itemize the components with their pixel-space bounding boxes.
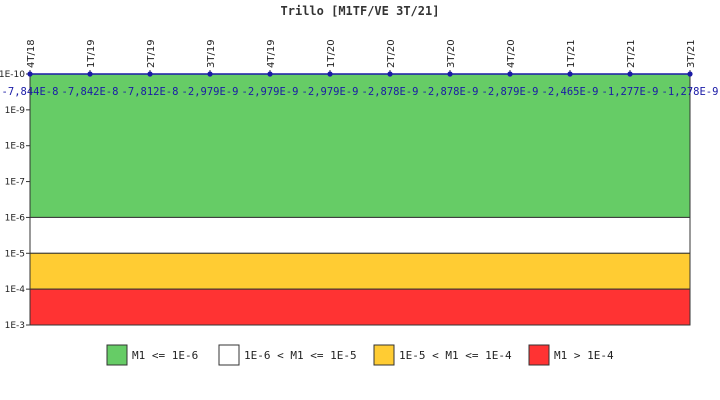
x-tick-label: 1T/20: [326, 39, 337, 68]
data-point: [687, 71, 693, 77]
data-point: [87, 71, 93, 77]
y-tick-label: 1E-4: [5, 285, 26, 295]
data-point: [627, 71, 633, 77]
y-tick-label: 1E-9: [5, 106, 26, 116]
data-label: -7,842E-8: [62, 86, 119, 98]
x-tick-label: 4T/19: [266, 39, 277, 68]
x-tick-label: 2T/20: [386, 39, 397, 68]
legend-swatch: [106, 344, 128, 366]
y-tick-label: 1E-10: [0, 70, 25, 80]
band-2: [29, 252, 691, 290]
legend-swatch: [218, 344, 240, 366]
data-point: [447, 71, 453, 77]
data-label: -2,879E-9: [482, 86, 539, 98]
data-label: -2,979E-9: [182, 86, 239, 98]
chart-title: Trillo [M1TF/VE 3T/21]: [281, 4, 440, 18]
data-label: -2,979E-9: [242, 86, 299, 98]
x-tick-label: 1T/19: [86, 39, 97, 68]
legend-swatch: [528, 344, 550, 366]
x-tick-label: 3T/19: [206, 39, 217, 68]
data-label: -2,878E-9: [422, 86, 479, 98]
data-point: [507, 71, 513, 77]
legend-label: 1E-6 < M1 <= 1E-5: [244, 349, 357, 362]
data-label: -1,278E-9: [662, 86, 719, 98]
data-label: -1,277E-9: [602, 86, 659, 98]
data-point: [207, 71, 213, 77]
data-label: -7,844E-8: [2, 86, 59, 98]
data-label: -2,979E-9: [302, 86, 359, 98]
data-point: [567, 71, 573, 77]
data-point: [267, 71, 273, 77]
band-0: [29, 73, 691, 218]
x-tick-label: 1T/21: [566, 39, 577, 68]
x-tick-label: 2T/21: [626, 39, 637, 68]
x-tick-label: 3T/21: [686, 39, 697, 68]
y-tick-label: 1E-5: [5, 249, 25, 259]
legend-swatch: [373, 344, 395, 366]
legend-label: M1 <= 1E-6: [132, 349, 198, 362]
y-tick-label: 1E-8: [5, 142, 26, 152]
y-tick-label: 1E-7: [5, 178, 25, 188]
y-tick-label: 1E-3: [5, 321, 25, 331]
legend-label: M1 > 1E-4: [554, 349, 614, 362]
data-label: -7,812E-8: [122, 86, 179, 98]
x-tick-label: 3T/20: [446, 39, 457, 68]
data-label: -2,465E-9: [542, 86, 599, 98]
x-tick-label: 4T/20: [506, 39, 517, 68]
legend-label: 1E-5 < M1 <= 1E-4: [399, 349, 512, 362]
data-point: [327, 71, 333, 77]
y-tick-label: 1E-6: [5, 213, 26, 223]
x-tick-label: 2T/19: [146, 39, 157, 68]
x-tick-label: 4T/18: [26, 39, 37, 68]
data-point: [387, 71, 393, 77]
data-point: [147, 71, 153, 77]
band-1: [29, 216, 691, 254]
data-label: -2,878E-9: [362, 86, 419, 98]
data-point: [27, 71, 33, 77]
band-3: [29, 288, 691, 326]
